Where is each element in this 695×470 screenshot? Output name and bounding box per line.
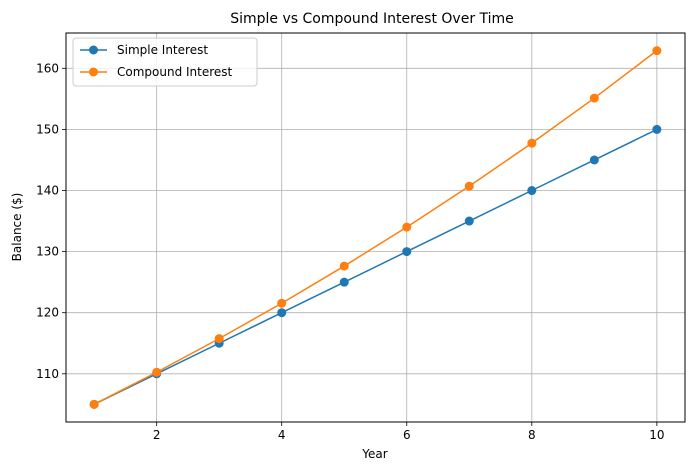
data-point-compound-interest <box>402 222 412 232</box>
data-point-simple-interest <box>589 155 599 165</box>
y-tick-label: 160 <box>36 61 59 75</box>
y-tick-label: 150 <box>36 122 59 136</box>
data-point-compound-interest <box>277 298 287 308</box>
data-point-compound-interest <box>589 93 599 103</box>
legend: Simple Interest Compound Interest <box>72 37 258 87</box>
data-point-simple-interest <box>402 247 412 257</box>
series-compound-interest <box>89 46 662 409</box>
data-point-compound-interest <box>152 367 162 377</box>
y-axis-label: Balance ($) <box>10 193 24 262</box>
y-tick-label: 140 <box>36 184 59 198</box>
data-point-simple-interest <box>339 277 349 287</box>
x-axis: 2 4 6 8 10 <box>153 422 665 442</box>
y-tick-label: 120 <box>36 306 59 320</box>
series-simple-interest <box>89 124 662 409</box>
legend-marker-simple-interest <box>89 45 98 55</box>
data-point-compound-interest <box>464 181 474 191</box>
y-tick-label: 130 <box>36 245 59 259</box>
data-point-compound-interest <box>652 46 662 56</box>
data-point-compound-interest <box>89 399 99 409</box>
x-axis-label: Year <box>361 447 387 461</box>
data-point-compound-interest <box>339 261 349 271</box>
series-layer <box>89 46 662 409</box>
data-point-simple-interest <box>527 186 537 196</box>
x-tick-label: 2 <box>153 428 161 442</box>
data-point-compound-interest <box>527 138 537 148</box>
legend-label-simple-interest: Simple Interest <box>117 43 208 57</box>
x-tick-label: 8 <box>528 428 536 442</box>
grid <box>66 33 685 422</box>
x-tick-label: 4 <box>278 428 286 442</box>
data-point-compound-interest <box>214 334 224 344</box>
data-point-simple-interest <box>464 216 474 226</box>
data-point-simple-interest <box>652 124 662 134</box>
x-tick-label: 10 <box>649 428 664 442</box>
series-line-compound-interest <box>93 50 658 406</box>
plot-area-frame <box>65 32 686 423</box>
chart-title: Simple vs Compound Interest Over Time <box>230 11 514 27</box>
series-line-simple-interest <box>93 128 658 406</box>
data-point-simple-interest <box>277 308 287 318</box>
legend-label-compound-interest: Compound Interest <box>117 65 233 79</box>
x-tick-label: 6 <box>403 428 411 442</box>
y-tick-label: 110 <box>36 367 59 381</box>
legend-marker-compound-interest <box>89 67 98 77</box>
legend-box <box>72 37 258 87</box>
y-axis: 110 120 130 140 150 160 <box>36 61 66 381</box>
